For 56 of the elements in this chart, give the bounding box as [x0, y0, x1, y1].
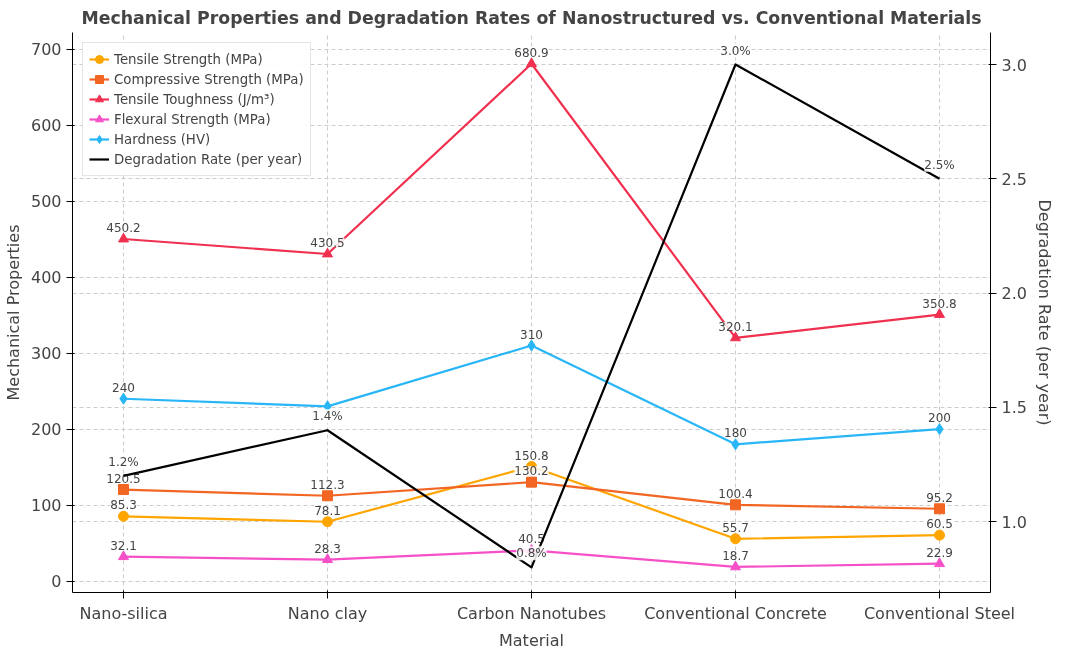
data-label: 28.3 — [314, 541, 341, 556]
data-label: 310 — [520, 327, 543, 342]
x-tick-label: Nano clay — [287, 603, 368, 623]
legend-label: Compressive Strength (MPa) — [114, 71, 304, 87]
y-axis-title: Mechanical Properties — [3, 224, 23, 401]
chart-title: Mechanical Properties and Degradation Rates of Nanostructured vs. Conventional Materials — [81, 7, 982, 28]
data-label: 1.4% — [312, 409, 343, 424]
x-tick-label: Nano-silica — [79, 603, 168, 623]
data-label: 78.1 — [314, 503, 341, 518]
x-axis-title: Material — [499, 630, 564, 650]
data-label: 2.5% — [924, 157, 955, 172]
x-tick-label: Conventional Steel — [863, 603, 1016, 623]
y-tick-label: 700 — [30, 40, 62, 60]
data-label: 200 — [928, 411, 951, 426]
data-label: 180 — [724, 426, 747, 441]
data-label: 112.3 — [310, 477, 345, 492]
data-label: 150.8 — [514, 448, 549, 463]
y-tick-label: 200 — [30, 420, 62, 440]
data-label: 240 — [112, 380, 135, 395]
data-label: 450.2 — [106, 221, 141, 236]
data-label: 85.3 — [110, 498, 137, 513]
y2-tick-label: 1.0 — [1001, 512, 1027, 532]
y-tick-label: 400 — [30, 268, 62, 288]
data-label: 320.1 — [718, 319, 753, 334]
x-tick-label: Carbon Nanotubes — [456, 603, 607, 623]
legend-label: Tensile Strength (MPa) — [114, 51, 263, 67]
y-tick-label: 100 — [30, 496, 62, 516]
data-label: 32.1 — [110, 538, 137, 553]
y2-tick-label: 1.5 — [1001, 398, 1027, 418]
data-label: 350.8 — [922, 296, 957, 311]
data-label: 120.5 — [106, 471, 141, 486]
data-label: 18.7 — [722, 548, 749, 563]
y2-tick-label: 2.5 — [1001, 169, 1027, 189]
data-label: 1.2% — [108, 454, 139, 469]
data-label: 100.4 — [718, 486, 753, 501]
y2-axis-title: Degradation Rate (per year) — [1034, 199, 1054, 426]
y-tick-label: 300 — [30, 344, 62, 364]
y-tick-label: 600 — [30, 116, 62, 136]
legend-label: Degradation Rate (per year) — [114, 151, 303, 167]
y-tick-label: 500 — [30, 192, 62, 212]
data-label: 22.9 — [926, 545, 953, 560]
y2-tick-label: 2.0 — [1001, 284, 1027, 304]
data-label: 55.7 — [722, 520, 749, 535]
data-label: 0.8% — [516, 546, 547, 561]
legend-label: Hardness (HV) — [114, 131, 211, 147]
data-label: 95.2 — [926, 490, 953, 505]
y-tick-label: 0 — [51, 572, 62, 592]
y2-tick-label: 3.0 — [1001, 55, 1027, 75]
data-label: 680.9 — [514, 45, 549, 60]
data-label: 130.2 — [514, 464, 549, 479]
data-label: 430.5 — [310, 235, 345, 250]
legend-label: Tensile Toughness (J/m³) — [114, 91, 275, 107]
data-label: 60.5 — [926, 517, 953, 532]
x-tick-label: Conventional Concrete — [644, 603, 827, 623]
legend-label: Flexural Strength (MPa) — [114, 111, 271, 127]
data-label: 3.0% — [720, 43, 751, 58]
